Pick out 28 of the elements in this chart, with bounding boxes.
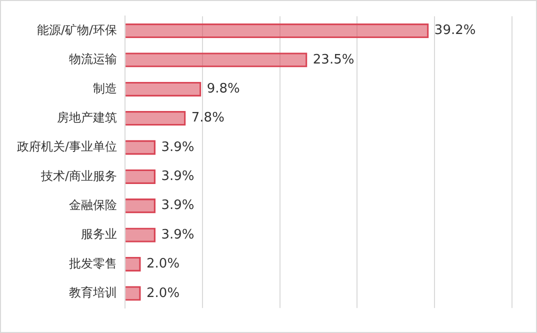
y-tick-label: 政府机关/事业单位	[16, 140, 118, 154]
y-tick-label: 能源/矿物/环保	[36, 22, 118, 37]
bar	[126, 198, 156, 214]
y-tick-label: 服务业	[81, 227, 118, 242]
y-tick-label: 物流运输	[69, 52, 118, 66]
bar	[126, 111, 186, 126]
bar	[126, 52, 308, 68]
y-tick-label: 技术/商业服务	[40, 168, 118, 183]
bar	[126, 140, 156, 155]
data-label: 3.9%	[161, 227, 194, 242]
data-label: 23.5%	[312, 52, 354, 68]
data-label: 7.8%	[191, 110, 224, 126]
data-label: 2.0%	[146, 286, 180, 301]
data-label: 2.0%	[146, 256, 180, 272]
data-label: 3.9%	[161, 198, 194, 214]
data-label: 9.8%	[206, 82, 240, 97]
y-tick-label: 房地产建筑	[57, 110, 118, 124]
bar	[126, 23, 429, 38]
bar	[126, 169, 156, 184]
data-label: 3.9%	[161, 140, 194, 155]
y-tick-label: 金融保险	[69, 198, 118, 212]
data-label: 39.2%	[434, 23, 476, 38]
y-tick-label: 制造	[93, 81, 118, 96]
y-tick-label: 教育培训	[69, 286, 118, 300]
bar	[126, 82, 202, 96]
data-label: 3.9%	[161, 169, 194, 184]
bar	[126, 228, 156, 242]
y-tick-label: 批发零售	[69, 256, 118, 270]
